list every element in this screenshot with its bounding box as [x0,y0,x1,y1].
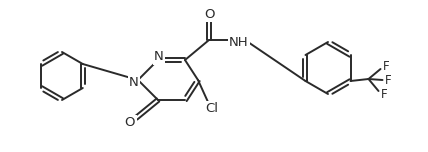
Text: O: O [205,7,215,21]
Text: F: F [383,60,390,74]
Text: N: N [129,76,139,88]
Text: F: F [385,74,392,88]
Text: N: N [154,50,164,64]
Text: F: F [381,88,388,102]
Text: NH: NH [229,36,249,50]
Text: Cl: Cl [205,102,219,116]
Text: O: O [125,116,135,130]
